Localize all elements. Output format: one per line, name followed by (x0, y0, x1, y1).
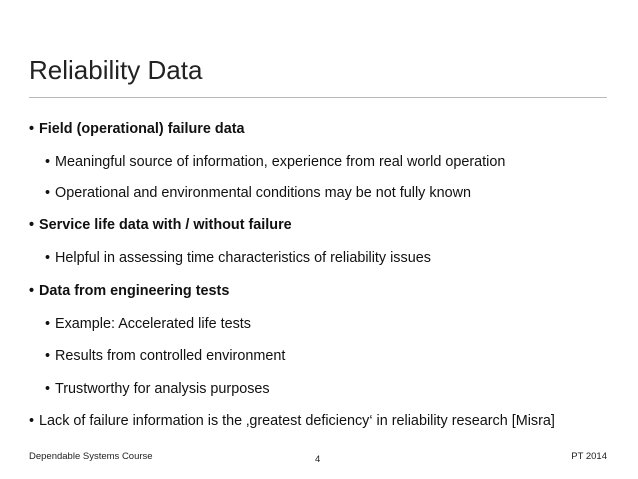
footer-course-name: Dependable Systems Course (29, 451, 153, 462)
sub-bullet-item: • Example: Accelerated life tests (45, 315, 251, 333)
bullet-dot-icon: • (45, 154, 51, 170)
bullet-dot-icon: • (45, 250, 51, 266)
sub-bullet-item: • Helpful in assessing time characteristi… (45, 249, 431, 267)
sub-bullet-item: • Operational and environmental condition… (45, 184, 471, 202)
bullet-dot-icon: • (45, 348, 51, 364)
bullet-dot-icon: • (29, 121, 35, 137)
footer-term: PT 2014 (571, 451, 607, 462)
bullet-dot-icon: • (29, 413, 35, 429)
sub-bullet-item: • Results from controlled environment (45, 347, 285, 365)
bullet-dot-icon: • (45, 316, 51, 332)
bullet-item: • Service life data with / without failur… (29, 216, 292, 234)
bullet-item: • Field (operational) failure data (29, 120, 245, 138)
bullet-item: • Data from engineering tests (29, 282, 229, 300)
slide-title: Reliability Data (29, 55, 203, 85)
bullet-text: Meaningful source of information, experi… (55, 154, 506, 170)
bullet-dot-icon: • (29, 217, 35, 233)
bullet-text: Data from engineering tests (39, 283, 230, 299)
sub-bullet-item: • Trustworthy for analysis purposes (45, 380, 270, 398)
bullet-text: Helpful in assessing time characteristic… (55, 250, 431, 266)
bullet-item: • Lack of failure information is the ‚gre… (29, 412, 555, 430)
bullet-dot-icon: • (29, 283, 35, 299)
bullet-dot-icon: • (45, 381, 51, 397)
bullet-text: Results from controlled environment (55, 348, 286, 364)
bullet-dot-icon: • (45, 185, 51, 201)
bullet-text: Service life data with / without failure (39, 217, 292, 233)
bullet-text: Trustworthy for analysis purposes (55, 381, 270, 397)
bullet-text: Example: Accelerated life tests (55, 316, 251, 332)
bullet-text: Field (operational) failure data (39, 121, 245, 137)
bullet-text: Lack of failure information is the ‚grea… (39, 413, 555, 429)
title-divider (29, 97, 607, 98)
sub-bullet-item: • Meaningful source of information, exper… (45, 153, 505, 171)
footer-page-number: 4 (315, 454, 321, 465)
bullet-text: Operational and environmental conditions… (55, 185, 471, 201)
